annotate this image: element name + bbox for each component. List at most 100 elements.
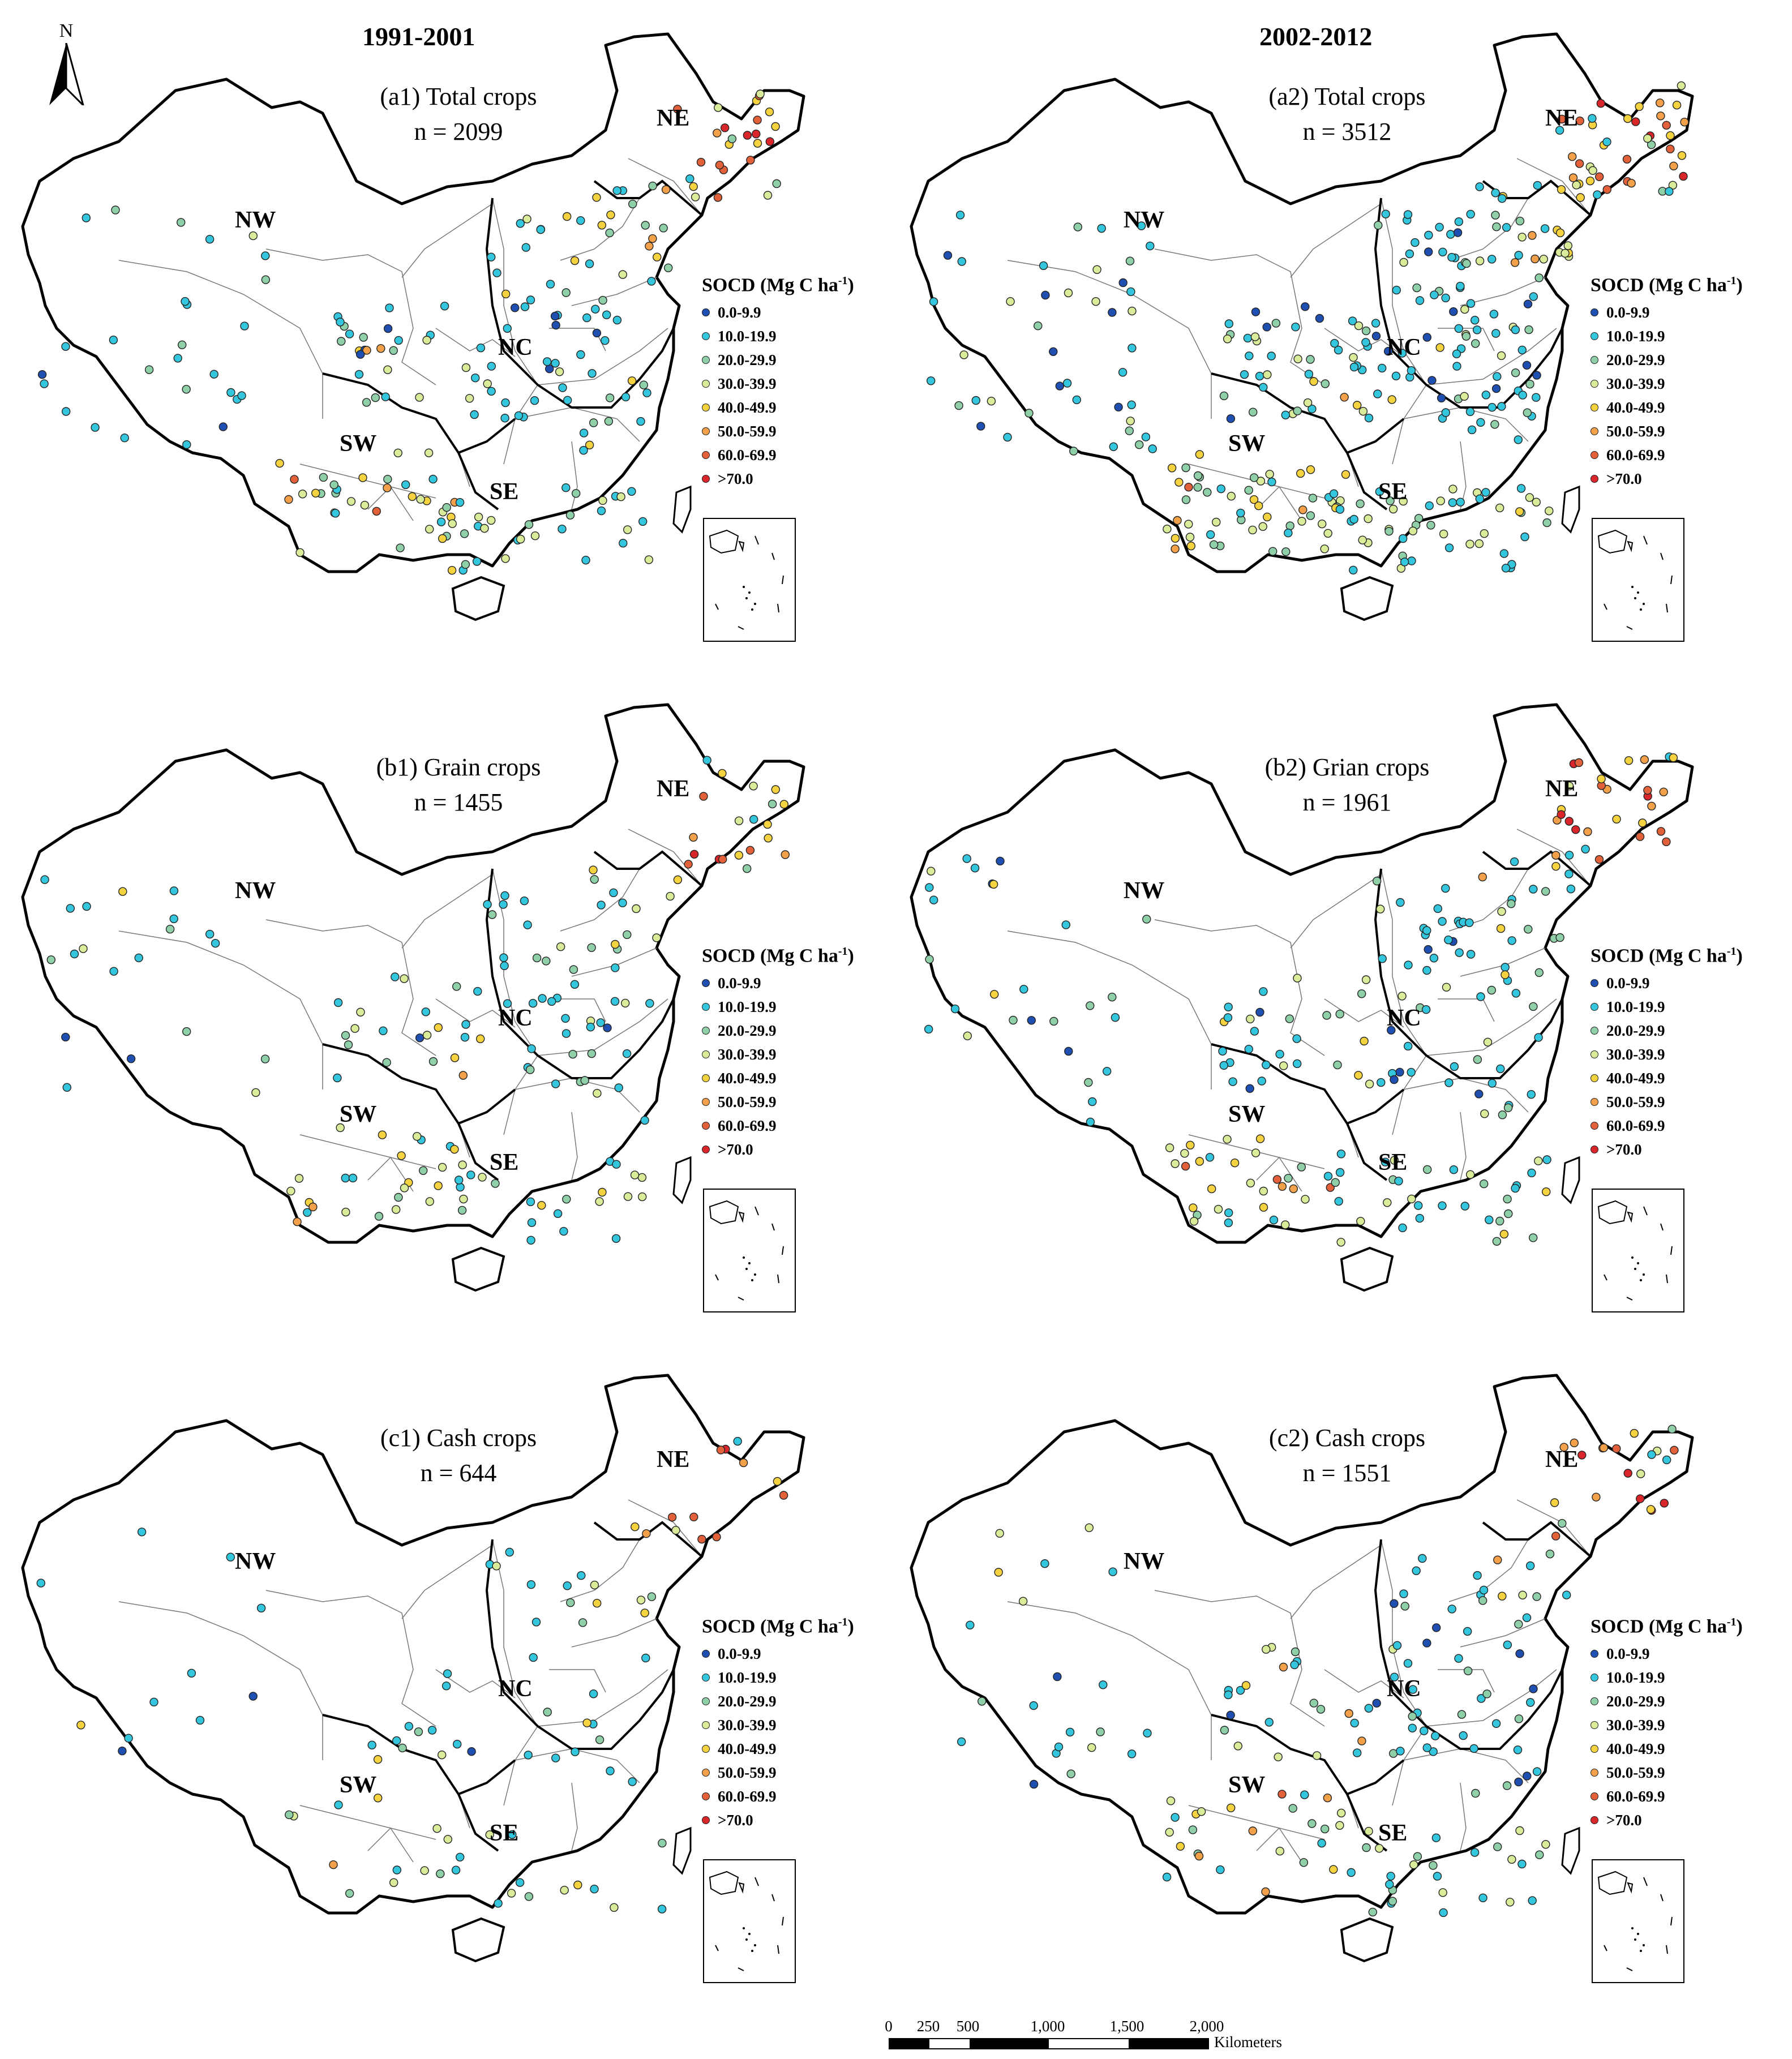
site-dot xyxy=(46,955,56,964)
site-dot xyxy=(1086,1001,1095,1010)
column-header-left: 1991-2001 xyxy=(362,22,475,51)
site-dot xyxy=(341,1207,350,1217)
site-dot xyxy=(1408,1711,1417,1721)
site-dot xyxy=(1064,1046,1073,1056)
site-dot xyxy=(609,888,618,898)
site-dot xyxy=(1487,255,1497,264)
site-dot xyxy=(1496,924,1506,933)
region-boundary xyxy=(1347,418,1405,454)
site-dot xyxy=(1126,417,1135,426)
site-dot xyxy=(1525,493,1534,502)
site-dot xyxy=(1522,361,1532,370)
site-dot xyxy=(1422,1743,1431,1752)
legend-swatch xyxy=(1590,1721,1598,1730)
site-dot xyxy=(404,1722,414,1731)
site-dot xyxy=(598,295,607,305)
site-dot xyxy=(501,554,510,563)
site-dot xyxy=(1422,926,1431,935)
site-dot xyxy=(1180,1149,1189,1158)
legend-label: 20.0-29.9 xyxy=(1606,351,1665,368)
site-dot xyxy=(1597,774,1606,783)
site-dot xyxy=(1449,1165,1459,1174)
site-dot xyxy=(592,193,601,202)
site-dot xyxy=(1256,477,1266,486)
province-boundary xyxy=(1448,198,1529,261)
site-dot xyxy=(1460,392,1469,401)
south-china-sea-inset xyxy=(1592,518,1684,642)
province-boundary xyxy=(1516,829,1591,886)
inset-map xyxy=(1597,1871,1673,1971)
site-dot xyxy=(1349,353,1358,362)
site-dot xyxy=(491,1179,500,1188)
site-dot xyxy=(520,896,529,906)
site-dot xyxy=(1503,1640,1512,1649)
site-dot xyxy=(1162,1872,1172,1882)
province-boundary xyxy=(537,328,668,385)
legend-label: 60.0-69.9 xyxy=(718,1787,777,1805)
site-dot xyxy=(1354,1071,1363,1080)
site-dot xyxy=(620,998,630,1008)
region-boundary xyxy=(322,1043,499,1181)
site-dot xyxy=(1284,1174,1293,1183)
site-dot xyxy=(442,503,451,512)
site-dot xyxy=(1387,395,1396,404)
site-dot xyxy=(1227,1803,1236,1812)
legend-label: 40.0-49.9 xyxy=(1606,398,1665,416)
site-dot xyxy=(538,994,547,1003)
panel-title: (b1) Grain crops n = 1455 xyxy=(300,750,617,820)
site-dot xyxy=(1279,1061,1288,1070)
site-dot xyxy=(1371,332,1381,341)
region-boundary xyxy=(485,198,675,409)
site-dot xyxy=(149,1697,158,1706)
site-dot xyxy=(632,904,641,913)
sample-sites xyxy=(926,81,1689,574)
site-dot xyxy=(642,1529,651,1538)
site-dot xyxy=(1602,185,1612,194)
site-dot xyxy=(1507,936,1516,945)
site-dot xyxy=(1399,496,1408,506)
site-dot xyxy=(1510,258,1520,267)
site-dot xyxy=(261,275,271,284)
site-dot xyxy=(530,396,539,405)
site-dot xyxy=(647,1592,657,1601)
site-dot xyxy=(1623,1469,1632,1478)
site-dot xyxy=(1125,426,1134,435)
province-boundary xyxy=(1256,1827,1302,1863)
site-dot xyxy=(1612,1444,1621,1453)
site-dot xyxy=(1515,507,1524,516)
site-dot xyxy=(373,1755,383,1764)
site-dot xyxy=(742,864,752,873)
legend-item: 30.0-39.9 xyxy=(702,1713,854,1737)
site-dot xyxy=(1459,1731,1468,1740)
legend-label: 20.0-29.9 xyxy=(718,1022,777,1039)
site-dot xyxy=(526,1236,535,1245)
site-dot xyxy=(1473,1571,1482,1580)
site-dot xyxy=(226,388,235,397)
site-dot xyxy=(443,1669,452,1678)
site-dot xyxy=(79,944,88,953)
site-dot xyxy=(1555,228,1565,238)
site-dot xyxy=(1442,983,1451,992)
panel-title-text: (b1) Grain crops xyxy=(376,753,541,781)
legend-swatch xyxy=(702,380,710,388)
legend-label: 40.0-49.9 xyxy=(1606,1740,1665,1757)
site-dot xyxy=(579,428,589,437)
hainan-outline xyxy=(451,1917,505,1963)
site-dot xyxy=(1526,1698,1535,1707)
site-dot xyxy=(971,396,981,405)
site-dot xyxy=(569,965,578,974)
site-dot xyxy=(383,324,393,333)
province-boundary xyxy=(571,1782,578,1851)
province-boundary xyxy=(118,930,323,1089)
site-dot xyxy=(1515,1826,1524,1835)
site-dot xyxy=(529,1653,538,1662)
site-dot xyxy=(1186,1140,1195,1149)
site-dot xyxy=(400,1183,409,1192)
site-dot xyxy=(559,1226,568,1236)
site-dot xyxy=(1171,1813,1180,1822)
site-dot xyxy=(590,875,599,884)
province-boundary xyxy=(401,1545,493,1619)
site-dot xyxy=(382,1058,391,1067)
site-dot xyxy=(109,336,118,345)
site-dot xyxy=(1677,151,1687,160)
